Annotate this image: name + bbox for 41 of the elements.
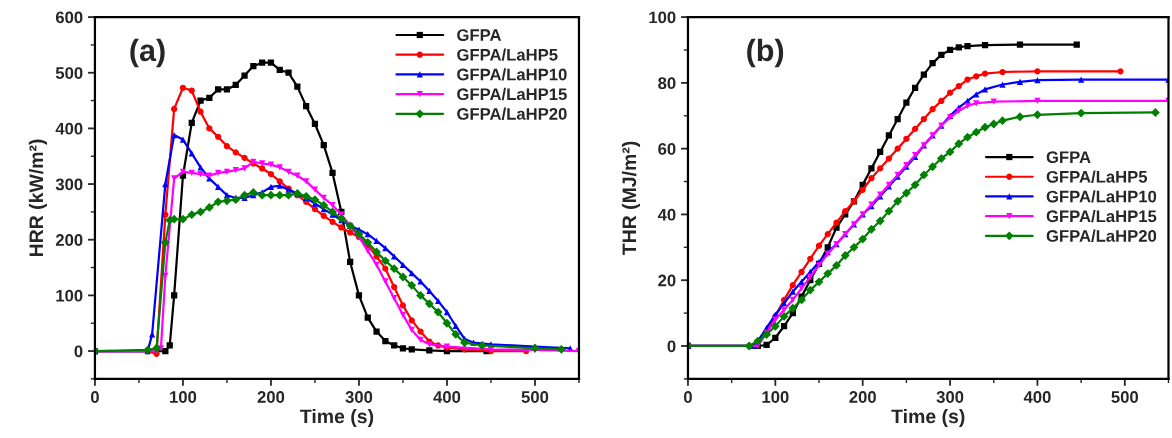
legend-label: GFPA/LaHP20 — [1046, 229, 1157, 243]
y-tick-label: 20 — [658, 274, 676, 287]
annotation: (a) — [130, 38, 165, 68]
y-tick-label: 100 — [56, 289, 83, 302]
legend-label: GFPA/LaHP5 — [1046, 170, 1148, 183]
y-tick-label: 500 — [55, 67, 83, 79]
x-axis-title: Time (s) — [891, 408, 965, 428]
legend-label: GFPA — [1046, 151, 1091, 164]
legend-label: GFPA — [457, 29, 502, 41]
x-tick-label: 200 — [257, 391, 285, 403]
annotation: (b) — [747, 38, 784, 68]
y-tick-label: 600 — [55, 11, 83, 24]
x-tick-label: 100 — [170, 391, 197, 403]
x-tick-label: 300 — [345, 391, 373, 403]
x-tick-label: 0 — [683, 391, 692, 403]
x-tick-label: 300 — [936, 391, 964, 403]
y-tick-label: 300 — [55, 178, 83, 191]
legend-label: GFPA/LaHP10 — [457, 68, 567, 81]
y-tick-label: 100 — [649, 11, 676, 24]
x-axis-title: Time (s) — [300, 408, 374, 428]
legend-label: GFPA/LaHP5 — [457, 48, 558, 61]
x-tick-label: 400 — [433, 391, 461, 403]
x-tick-label: 500 — [1111, 391, 1139, 403]
legend-label: GFPA/LaHP20 — [457, 107, 567, 120]
x-tick-label: 200 — [849, 391, 876, 403]
y-tick-label: 80 — [658, 77, 676, 90]
y-axis-title: HRR (kW/m²) — [28, 139, 47, 257]
x-tick-label: 500 — [521, 391, 549, 403]
x-tick-label: 0 — [90, 391, 99, 403]
x-tick-label: 100 — [762, 391, 789, 403]
x-tick-label: 400 — [1023, 391, 1051, 403]
y-tick-label: 60 — [658, 143, 676, 155]
y-tick-label: 400 — [55, 122, 83, 135]
y-tick-label: 200 — [55, 234, 83, 246]
y-tick-label: 0 — [667, 340, 676, 353]
legend-label: GFPA/LaHP15 — [1046, 209, 1157, 223]
y-tick-label: 40 — [657, 208, 676, 221]
y-axis-title: THR (MJ/m²) — [621, 141, 641, 255]
y-tick-label: 0 — [74, 345, 83, 358]
legend-label: GFPA/LaHP15 — [457, 87, 567, 101]
legend-label: GFPA/LaHP10 — [1046, 190, 1157, 203]
